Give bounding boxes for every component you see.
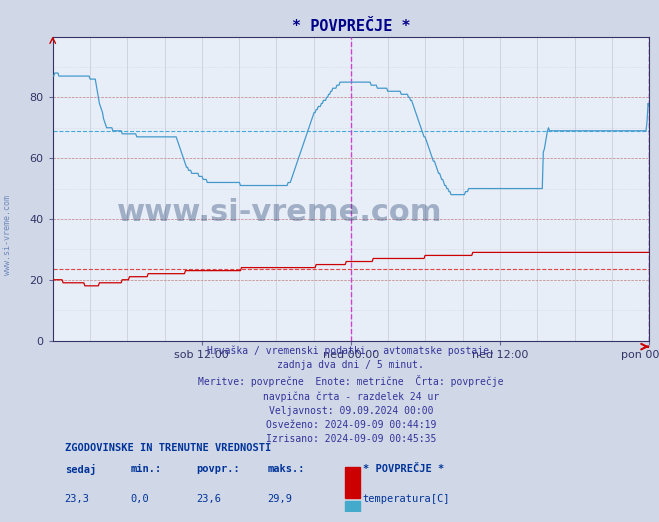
Text: ZGODOVINSKE IN TRENUTNE VREDNOSTI: ZGODOVINSKE IN TRENUTNE VREDNOSTI <box>65 443 271 453</box>
Text: povpr.:: povpr.: <box>196 464 240 473</box>
Text: min.:: min.: <box>130 464 161 473</box>
Text: 23,3: 23,3 <box>65 494 90 504</box>
Text: * POVPREČJE *: * POVPREČJE * <box>363 464 444 473</box>
Text: sedaj: sedaj <box>65 464 96 474</box>
Bar <box>345 501 360 522</box>
Text: 0,0: 0,0 <box>130 494 149 504</box>
Bar <box>345 467 360 498</box>
Text: temperatura[C]: temperatura[C] <box>363 494 450 504</box>
Text: 29,9: 29,9 <box>268 494 293 504</box>
Text: 23,6: 23,6 <box>196 494 221 504</box>
Text: www.si-vreme.com: www.si-vreme.com <box>117 198 442 228</box>
Text: Hrvaška / vremenski podatki - avtomatske postaje.
zadnja dva dni / 5 minut.
Meri: Hrvaška / vremenski podatki - avtomatske… <box>198 346 503 444</box>
Title: * POVPREČJE *: * POVPREČJE * <box>291 19 411 34</box>
Text: maks.:: maks.: <box>268 464 305 473</box>
Text: www.si-vreme.com: www.si-vreme.com <box>3 195 13 275</box>
